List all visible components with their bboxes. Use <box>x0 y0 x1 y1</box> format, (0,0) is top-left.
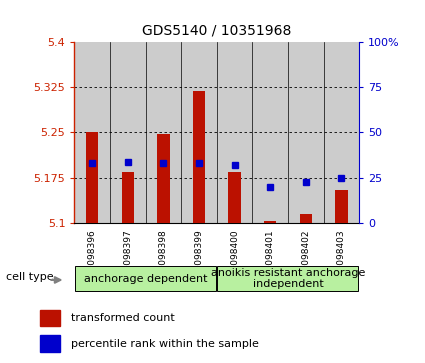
FancyBboxPatch shape <box>75 266 216 291</box>
Bar <box>181 42 217 223</box>
Text: cell type: cell type <box>6 272 54 282</box>
Bar <box>122 172 134 223</box>
Bar <box>288 42 323 223</box>
Bar <box>300 214 312 223</box>
Bar <box>145 42 181 223</box>
Bar <box>74 42 110 223</box>
Bar <box>228 172 241 223</box>
Bar <box>335 190 348 223</box>
Bar <box>157 134 170 223</box>
FancyBboxPatch shape <box>218 266 358 291</box>
Text: anoikis resistant anchorage
independent: anoikis resistant anchorage independent <box>211 268 365 289</box>
Bar <box>252 42 288 223</box>
Bar <box>110 42 145 223</box>
Bar <box>40 310 60 326</box>
Bar <box>193 91 205 223</box>
Text: anchorage dependent: anchorage dependent <box>84 274 207 284</box>
Title: GDS5140 / 10351968: GDS5140 / 10351968 <box>142 24 292 38</box>
Bar <box>40 335 60 352</box>
Bar <box>264 221 276 223</box>
Text: transformed count: transformed count <box>71 313 175 323</box>
Bar <box>86 132 99 223</box>
Bar <box>323 42 359 223</box>
Text: percentile rank within the sample: percentile rank within the sample <box>71 339 259 348</box>
Bar <box>217 42 252 223</box>
